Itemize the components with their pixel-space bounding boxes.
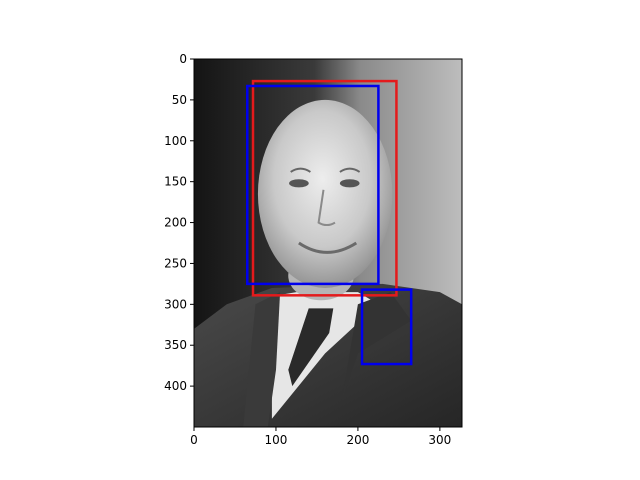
head-shape [257,99,393,288]
y-tick-label: 350 [164,338,187,352]
right-lapel-shape [341,292,412,403]
bounding-box-2 [246,84,380,286]
x-tick-label: 100 [265,433,288,447]
nose-shape [317,189,336,227]
y-axis: 0 50 100 150 200 250 300 350 400 [164,52,194,393]
y-tick-label: 0 [179,52,187,66]
right-eye-shape [339,179,360,188]
y-tick-label: 100 [164,134,187,148]
bounding-box-3 [360,288,413,366]
y-tick-label: 150 [164,175,187,189]
bounding-box-1 [251,79,398,297]
y-tick-label: 200 [164,216,187,230]
x-tick-label: 300 [428,433,451,447]
y-tick-label: 400 [164,379,187,393]
x-tick-label: 200 [346,433,369,447]
y-tick-label: 50 [172,93,187,107]
tie-shape [288,308,334,387]
x-axis: 0 100 200 300 [190,427,451,447]
bounding-boxes [246,79,413,366]
left-lapel-shape [243,292,281,427]
mouth-shape [298,241,358,254]
left-eye-shape [289,179,309,188]
eyebrows-shape [290,167,361,173]
shirt-shape [271,292,379,419]
y-tick-label: 300 [164,297,187,311]
axes-frame [193,58,463,428]
y-tick-label: 250 [164,256,187,270]
x-tick-label: 0 [190,433,198,447]
portrait-image [194,59,462,427]
